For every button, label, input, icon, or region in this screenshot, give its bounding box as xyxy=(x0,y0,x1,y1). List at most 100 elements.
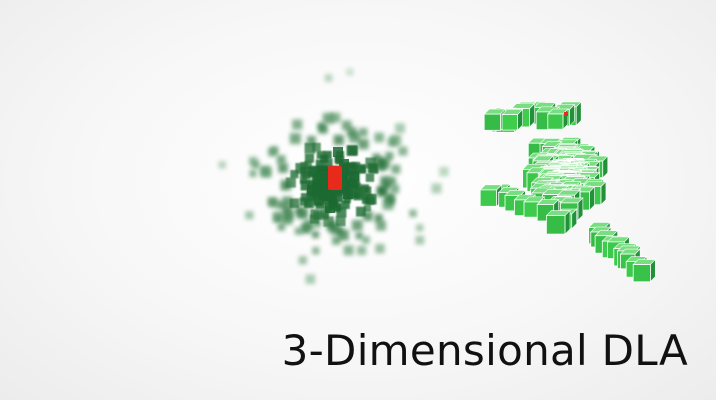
diffuse-particle xyxy=(325,203,335,213)
diffuse-particle xyxy=(339,159,349,169)
diffuse-particle xyxy=(301,170,311,180)
diffuse-particle xyxy=(313,220,321,228)
diffuse-particle xyxy=(377,186,386,195)
diffuse-particle xyxy=(351,220,363,231)
diffuse-particle xyxy=(340,183,349,192)
diffuse-particle xyxy=(330,190,338,198)
diffuse-particle xyxy=(398,146,408,156)
diffuse-particle xyxy=(304,160,312,169)
diffuse-particle xyxy=(305,274,316,284)
diffuse-particle xyxy=(312,142,321,152)
diffuse-particle xyxy=(300,179,312,191)
diffuse-particle xyxy=(375,160,387,171)
diffuse-particle xyxy=(261,167,272,178)
cluster-cube xyxy=(501,108,524,131)
diffuse-particle xyxy=(367,163,378,173)
diffuse-particle xyxy=(299,197,308,206)
diffuse-particle xyxy=(333,134,344,145)
diffuse-particle xyxy=(323,158,333,168)
diffuse-particle xyxy=(315,173,325,183)
diffuse-particle xyxy=(349,171,359,181)
diffuse-particle xyxy=(351,190,360,199)
diffuse-particle xyxy=(343,245,354,256)
diffuse-particle xyxy=(277,223,285,231)
diffuse-particle xyxy=(294,227,302,235)
diffuse-particle xyxy=(276,155,286,164)
diffuse-particle xyxy=(272,211,284,223)
diffuse-particle xyxy=(334,193,344,203)
diffuse-particle xyxy=(333,147,343,157)
diffuse-particle xyxy=(341,120,352,131)
diffuse-particle xyxy=(330,112,341,123)
diffuse-particle xyxy=(300,162,309,170)
diffuse-particle xyxy=(307,185,317,195)
diffuse-particle xyxy=(356,206,366,217)
diffuse-particle xyxy=(374,132,384,143)
diffuse-particle xyxy=(324,74,333,82)
diffuse-particle xyxy=(332,236,341,245)
diffuse-particle xyxy=(385,151,394,160)
cluster-cube xyxy=(632,258,657,283)
diffuse-particle xyxy=(361,196,370,204)
diffuse-particle xyxy=(304,198,315,209)
diffuse-particle xyxy=(343,189,353,199)
diffuse-particle xyxy=(346,145,358,156)
diffuse-particle xyxy=(335,202,343,210)
seed-marker xyxy=(564,112,568,116)
cluster-cube xyxy=(547,108,569,130)
diffuse-particle xyxy=(297,208,308,219)
diffuse-particle xyxy=(249,170,257,178)
diffuse-particle xyxy=(282,196,293,207)
diffuse-particle xyxy=(357,165,366,174)
diffuse-particle xyxy=(312,247,320,255)
seed-particle xyxy=(328,166,342,190)
diffuse-particle xyxy=(282,204,292,215)
diffuse-particle xyxy=(395,123,405,133)
diffuse-particle xyxy=(376,220,386,231)
diffuse-particle xyxy=(276,200,285,209)
diffuse-particle xyxy=(336,207,347,218)
diffuse-particle xyxy=(315,159,325,169)
diffuse-particle xyxy=(382,181,391,190)
diffuse-particle xyxy=(335,216,346,227)
diffuse-particle xyxy=(415,235,425,245)
diffuse-particle xyxy=(355,232,363,240)
diffuse-particle xyxy=(323,177,332,186)
diffuse-particle xyxy=(300,193,310,202)
diffuse-particle xyxy=(357,245,367,255)
cluster-cube xyxy=(479,184,503,208)
cluster-cube xyxy=(545,209,571,235)
diffuse-particle xyxy=(285,177,296,188)
cube-cluster xyxy=(479,100,657,283)
diffuse-particle xyxy=(365,173,375,182)
diffuse-particle xyxy=(290,170,299,179)
diffuse-particle xyxy=(269,198,278,207)
diffuse-particle-cloud xyxy=(218,68,449,284)
diffuse-particle xyxy=(278,163,288,173)
diffuse-particle xyxy=(289,198,300,208)
diffuse-particle xyxy=(341,200,350,209)
diffuse-particle xyxy=(289,133,301,144)
diffuse-particle xyxy=(283,210,294,221)
diffuse-particle xyxy=(270,146,279,154)
diffuse-particle xyxy=(307,136,316,145)
diffuse-particle xyxy=(292,119,303,130)
diffuse-particle xyxy=(416,224,424,232)
diffuse-particle xyxy=(251,160,260,169)
diffuse-particle xyxy=(312,231,320,239)
diffuse-particle xyxy=(303,219,314,230)
diffuse-particle xyxy=(310,209,320,219)
diffuse-particle xyxy=(358,138,369,150)
diffuse-particle xyxy=(304,142,316,154)
diffuse-particle xyxy=(362,236,370,244)
diffuse-particle xyxy=(218,161,226,169)
diffuse-particle xyxy=(359,128,368,137)
diffuse-particle xyxy=(346,68,354,76)
diffuse-particle xyxy=(390,184,400,194)
diffuse-particle xyxy=(349,131,361,143)
diffuse-particle xyxy=(372,153,381,163)
diffuse-particle xyxy=(304,153,314,163)
diffuse-particle xyxy=(431,183,442,194)
diffuse-particle xyxy=(387,137,397,147)
